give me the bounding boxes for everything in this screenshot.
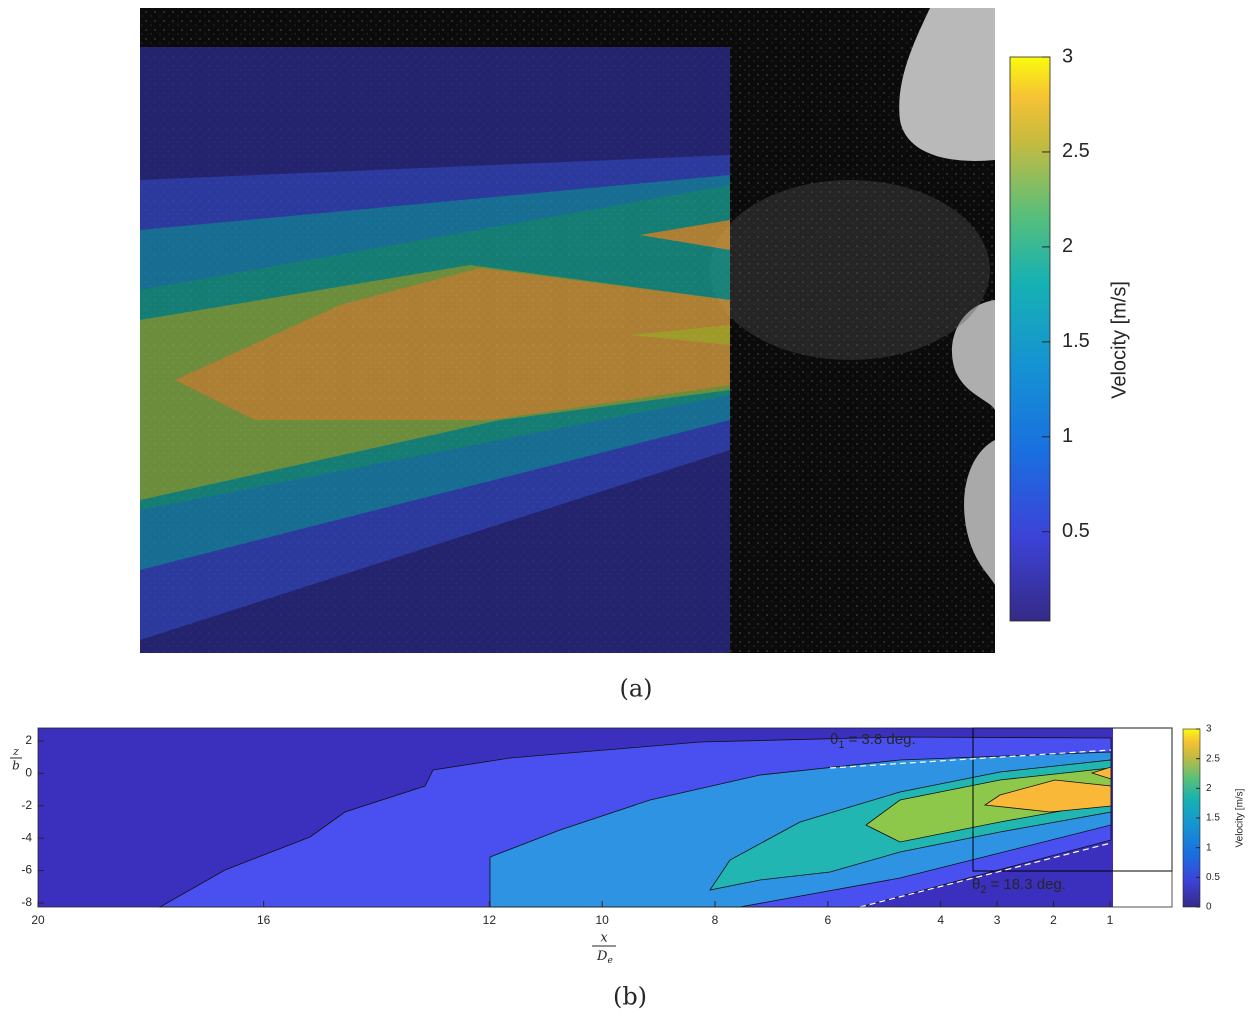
colorbar-label: Velocity [m/s] xyxy=(1235,788,1246,847)
x-tick-label: 16 xyxy=(257,913,271,927)
y-tick-label: -6 xyxy=(21,863,32,877)
contours xyxy=(158,736,1112,908)
colorbar xyxy=(1009,56,1051,622)
annotation-text: = 3.8 deg. xyxy=(848,731,915,748)
y-tick-label: -4 xyxy=(21,830,32,844)
colorbar-tick-label: 1.5 xyxy=(1062,330,1090,352)
x-tick-label: 12 xyxy=(483,913,497,927)
face-lip xyxy=(951,300,995,410)
colorbar-tick-label: 3 xyxy=(1062,45,1073,67)
y-tick-label: 2 xyxy=(25,733,32,747)
masked-region xyxy=(1113,728,1172,907)
y-label-denominator: b xyxy=(12,759,20,773)
annotation-symbol: θ xyxy=(830,731,838,748)
colorbar-label: Velocity [m/s] xyxy=(1108,281,1130,399)
x-tick-label: 20 xyxy=(31,913,45,927)
caption: (b) xyxy=(613,983,647,1011)
annotation-subscript: 1 xyxy=(838,739,844,751)
face-nose xyxy=(899,8,995,161)
y-tick-label: 0 xyxy=(25,766,32,780)
colorbar-tick-label: 0.5 xyxy=(1206,872,1220,883)
annotation: θ2 = 18.3 deg. xyxy=(972,876,1066,896)
caption: (a) xyxy=(619,675,652,703)
annotation-text: = 18.3 deg. xyxy=(990,876,1065,893)
colorbar-tick-label: 1.5 xyxy=(1206,813,1220,824)
colorbar-tick-label: 2.5 xyxy=(1206,753,1220,764)
annotation-subscript: 2 xyxy=(980,884,986,896)
x-tick-label: 4 xyxy=(937,913,944,927)
colorbar-tick-label: 0.5 xyxy=(1062,520,1090,542)
colorbar-tick-label: 2 xyxy=(1062,235,1073,257)
colorbar-tick-label: 1 xyxy=(1062,425,1073,447)
colorbar-tick-label: 0 xyxy=(1206,902,1212,913)
x-tick-label: 2 xyxy=(1050,913,1057,927)
colorbar-tick-label: 1 xyxy=(1206,842,1212,853)
x-label: De xyxy=(596,949,613,966)
colorbar-tick-label: 2 xyxy=(1206,783,1212,794)
colorbar-tick-label: 2.5 xyxy=(1062,140,1090,162)
annotation: θ1 = 3.8 deg. xyxy=(830,731,916,751)
colorbar-tick-label: 3 xyxy=(1206,724,1212,735)
panel-a: Velocity [m/s] (a) xyxy=(140,8,1130,703)
x-tick-label: 6 xyxy=(825,913,832,927)
y-label-numerator: z xyxy=(12,745,19,758)
spray-plume xyxy=(710,180,990,360)
x-tick-label: 3 xyxy=(994,913,1001,927)
x-label-denominator: D xyxy=(596,949,608,964)
x-tick-label: 1 xyxy=(1107,913,1114,927)
angle-line xyxy=(859,842,1112,908)
y-tick-label: -8 xyxy=(21,895,32,909)
x-tick-label: 8 xyxy=(712,913,719,927)
panel-b: θ1 = 3.8 deg. θ2 = 18.3 deg. x De z b Velo… xyxy=(10,727,1246,1011)
x-tick-label: 10 xyxy=(595,913,609,927)
y-tick-label: -2 xyxy=(21,798,32,812)
face-chin xyxy=(964,440,995,585)
plot-frame xyxy=(37,727,1173,908)
angle-line xyxy=(829,749,1112,769)
velocity-overlay xyxy=(140,47,730,653)
x-label-numerator: x xyxy=(600,931,608,946)
x-label-subscript: e xyxy=(607,956,612,966)
annotation-symbol: θ xyxy=(972,876,980,893)
